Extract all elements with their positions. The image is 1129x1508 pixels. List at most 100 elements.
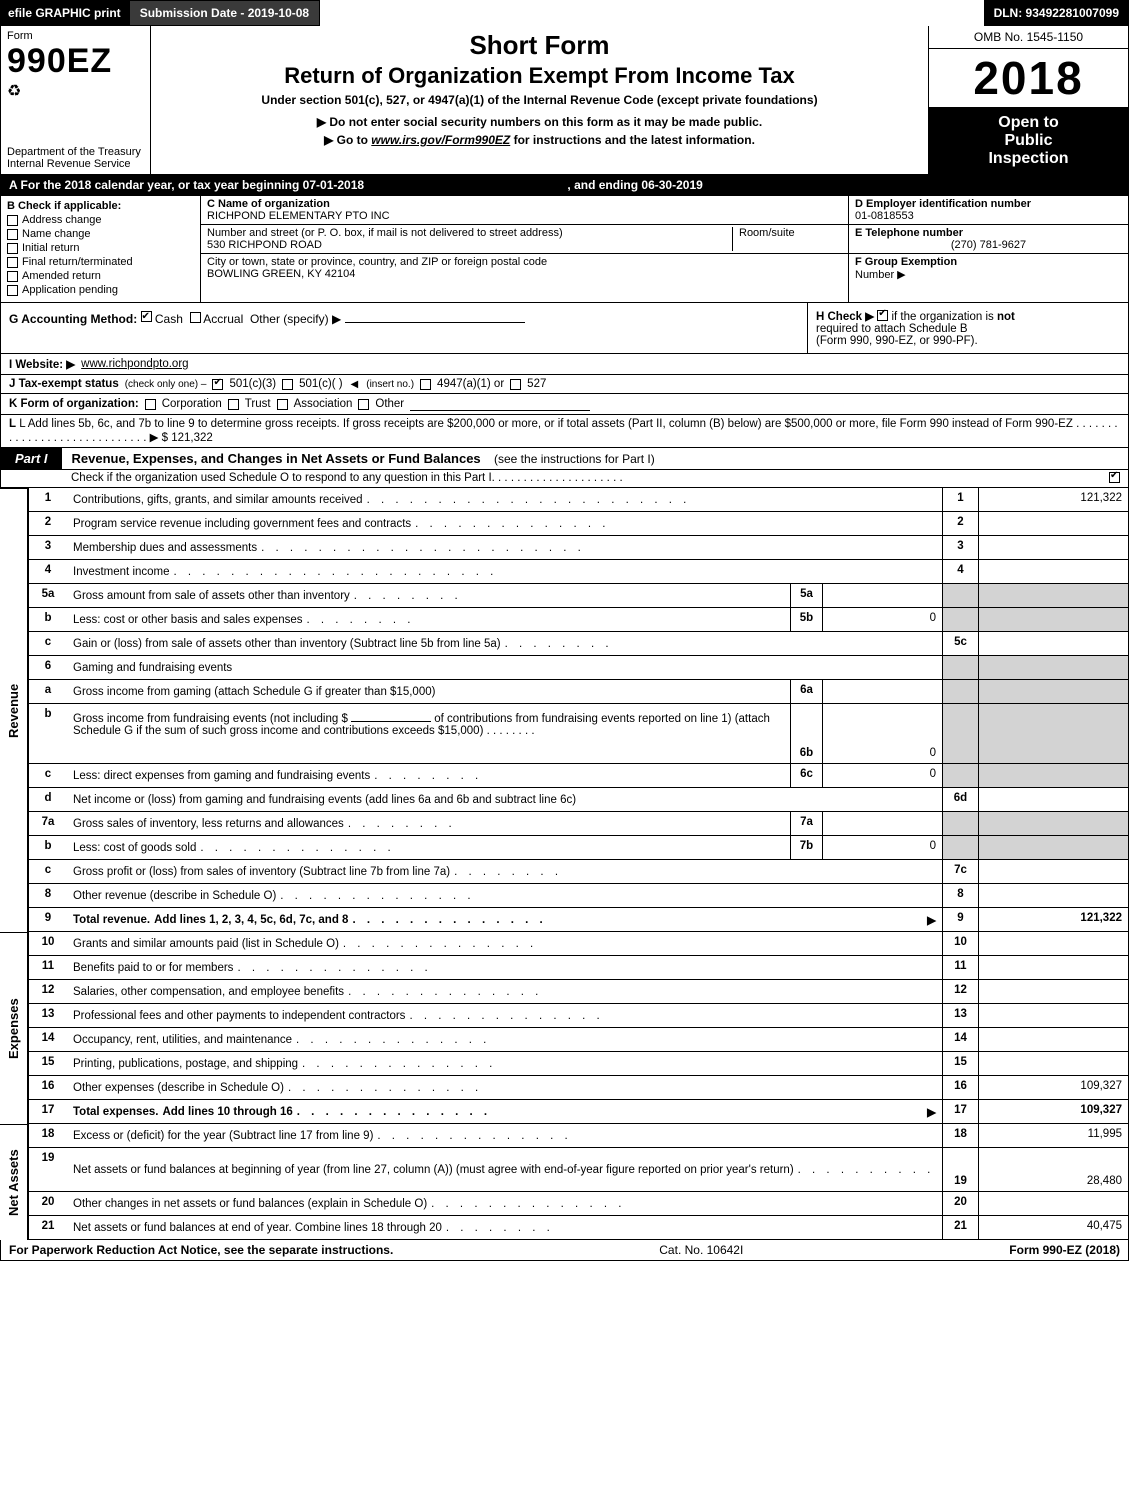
chk-h[interactable]	[877, 310, 888, 321]
line-21-desc: Net assets or fund balances at end of ye…	[73, 1222, 442, 1234]
dots: . . . . . . . .	[446, 1222, 936, 1234]
chk-schedule-o[interactable]	[1109, 472, 1120, 483]
part-1-suffix: (see the instructions for Part I)	[481, 452, 655, 466]
line-7c-rlabel: 7c	[942, 860, 978, 883]
line-6a-rgray	[942, 680, 978, 703]
line-5c-num: c	[29, 632, 67, 655]
omb-number: OMB No. 1545-1150	[929, 26, 1128, 49]
dots: . . . . . . . . . . . . . .	[377, 1130, 936, 1142]
dots: . . . . . . . . . . . . . .	[297, 1106, 923, 1118]
header-left: Form 990EZ ♻ Department of the Treasury …	[1, 26, 151, 174]
line-20-num: 20	[29, 1192, 67, 1215]
h-text-1: if the organization is	[891, 311, 996, 323]
line-6b-blank[interactable]	[351, 708, 431, 722]
return-title: Return of Organization Exempt From Incom…	[157, 63, 922, 89]
dln-label: DLN: 93492281007099	[984, 0, 1129, 26]
line-19-value: 28,480	[978, 1148, 1128, 1191]
other-specify-field[interactable]	[345, 309, 525, 323]
arrow-icon: ▶	[927, 913, 936, 927]
line-21-num: 21	[29, 1216, 67, 1239]
line-6a-desc: Gross income from gaming (attach Schedul…	[73, 686, 435, 698]
chk-initial-return[interactable]	[7, 243, 18, 254]
line-18-rlabel: 18	[942, 1124, 978, 1147]
tax-year: 2018	[929, 49, 1128, 108]
part-1-check-row: Check if the organization used Schedule …	[0, 470, 1129, 488]
dots: . . . . . . . . . . . . . . . . . . . . …	[261, 542, 936, 554]
chk-address-change[interactable]	[7, 215, 18, 226]
line-3-rlabel: 3	[942, 536, 978, 559]
line-9-value: 121,322	[978, 908, 1128, 931]
dots: . . . . . . . . . . . . . .	[798, 1164, 936, 1176]
line-8-value	[978, 884, 1128, 907]
chk-527[interactable]	[510, 379, 521, 390]
line-6a-inlabel: 6a	[790, 680, 822, 703]
lbl-final-return: Final return/terminated	[22, 256, 133, 268]
line-6a-inval	[822, 680, 942, 703]
line-17-rlabel: 17	[942, 1100, 978, 1123]
row-a-mid: , and ending	[564, 178, 641, 192]
chk-application-pending[interactable]	[7, 285, 18, 296]
dots: . . . . . . . . . . . . . .	[302, 1058, 936, 1070]
row-a-tax-year: A For the 2018 calendar year, or tax yea…	[0, 175, 1129, 196]
line-6-rgrayval	[978, 656, 1128, 679]
efile-print-label[interactable]: efile GRAPHIC print	[0, 0, 129, 26]
chk-final-return[interactable]	[7, 257, 18, 268]
lbl-cash: Cash	[155, 312, 183, 326]
chk-4947[interactable]	[420, 379, 431, 390]
chk-name-change[interactable]	[7, 229, 18, 240]
line-6d-num: d	[29, 788, 67, 811]
header-center: Short Form Return of Organization Exempt…	[151, 26, 928, 174]
irs-link[interactable]: www.irs.gov/Form990EZ	[371, 133, 510, 147]
line-6a-num: a	[29, 680, 67, 703]
line-7a-rgrayval	[978, 812, 1128, 835]
row-l: L L Add lines 5b, 6c, and 7b to line 9 t…	[0, 415, 1129, 448]
part-1-title: Revenue, Expenses, and Changes in Net As…	[62, 451, 481, 466]
line-5a-inval	[822, 584, 942, 607]
line-13-desc: Professional fees and other payments to …	[73, 1010, 405, 1022]
dots: . . . . . . . . . . . . . .	[348, 986, 936, 998]
dots: . . . . . . . . . . . . . .	[409, 1010, 936, 1022]
line-6b-inval: 0	[822, 704, 942, 763]
lbl-527: 527	[527, 378, 546, 390]
chk-corporation[interactable]	[145, 399, 156, 410]
chk-501c3[interactable]	[212, 379, 223, 390]
irs-label: Internal Revenue Service	[7, 158, 144, 170]
line-15-desc: Printing, publications, postage, and shi…	[73, 1058, 298, 1070]
org-name: RICHPOND ELEMENTARY PTO INC	[207, 210, 842, 222]
ein-value: 01-0818553	[855, 210, 1122, 222]
form-header: Form 990EZ ♻ Department of the Treasury …	[0, 26, 1129, 175]
chk-other-org[interactable]	[358, 399, 369, 410]
chk-amended-return[interactable]	[7, 271, 18, 282]
line-1-rlabel: 1	[942, 488, 978, 511]
line-4-desc: Investment income	[73, 566, 170, 578]
chk-cash[interactable]	[141, 311, 152, 322]
dots: . . . . . . . . . . . . . .	[237, 962, 936, 974]
line-16-desc: Other expenses (describe in Schedule O)	[73, 1082, 284, 1094]
chk-accrual[interactable]	[190, 312, 201, 323]
part-1-header: Part I Revenue, Expenses, and Changes in…	[0, 448, 1129, 470]
go-prefix: ▶ Go to	[324, 133, 371, 147]
c-label: C Name of organization	[207, 198, 842, 210]
line-17-value: 109,327	[978, 1100, 1128, 1123]
part-1-tag: Part I	[1, 448, 62, 469]
line-16-num: 16	[29, 1076, 67, 1099]
line-3-value	[978, 536, 1128, 559]
chk-trust[interactable]	[228, 399, 239, 410]
line-14-num: 14	[29, 1028, 67, 1051]
lbl-other-specify: Other (specify) ▶	[250, 312, 341, 326]
line-5c-value	[978, 632, 1128, 655]
line-8-desc: Other revenue (describe in Schedule O)	[73, 890, 276, 902]
chk-501c[interactable]	[282, 379, 293, 390]
line-11-value	[978, 956, 1128, 979]
other-org-field[interactable]	[410, 397, 590, 411]
dots: . . . . . . . . . . . . . .	[415, 518, 936, 530]
revenue-section: Revenue 1Contributions, gifts, grants, a…	[0, 488, 1129, 932]
line-15-num: 15	[29, 1052, 67, 1075]
dots: . . . . . . . .	[307, 614, 785, 626]
form-word: Form	[7, 30, 144, 42]
website-link[interactable]: www.richpondpto.org	[81, 358, 188, 370]
net-assets-section: Net Assets 18Excess or (deficit) for the…	[0, 1124, 1129, 1240]
chk-association[interactable]	[277, 399, 288, 410]
line-16-value: 109,327	[978, 1076, 1128, 1099]
line-6-num: 6	[29, 656, 67, 679]
